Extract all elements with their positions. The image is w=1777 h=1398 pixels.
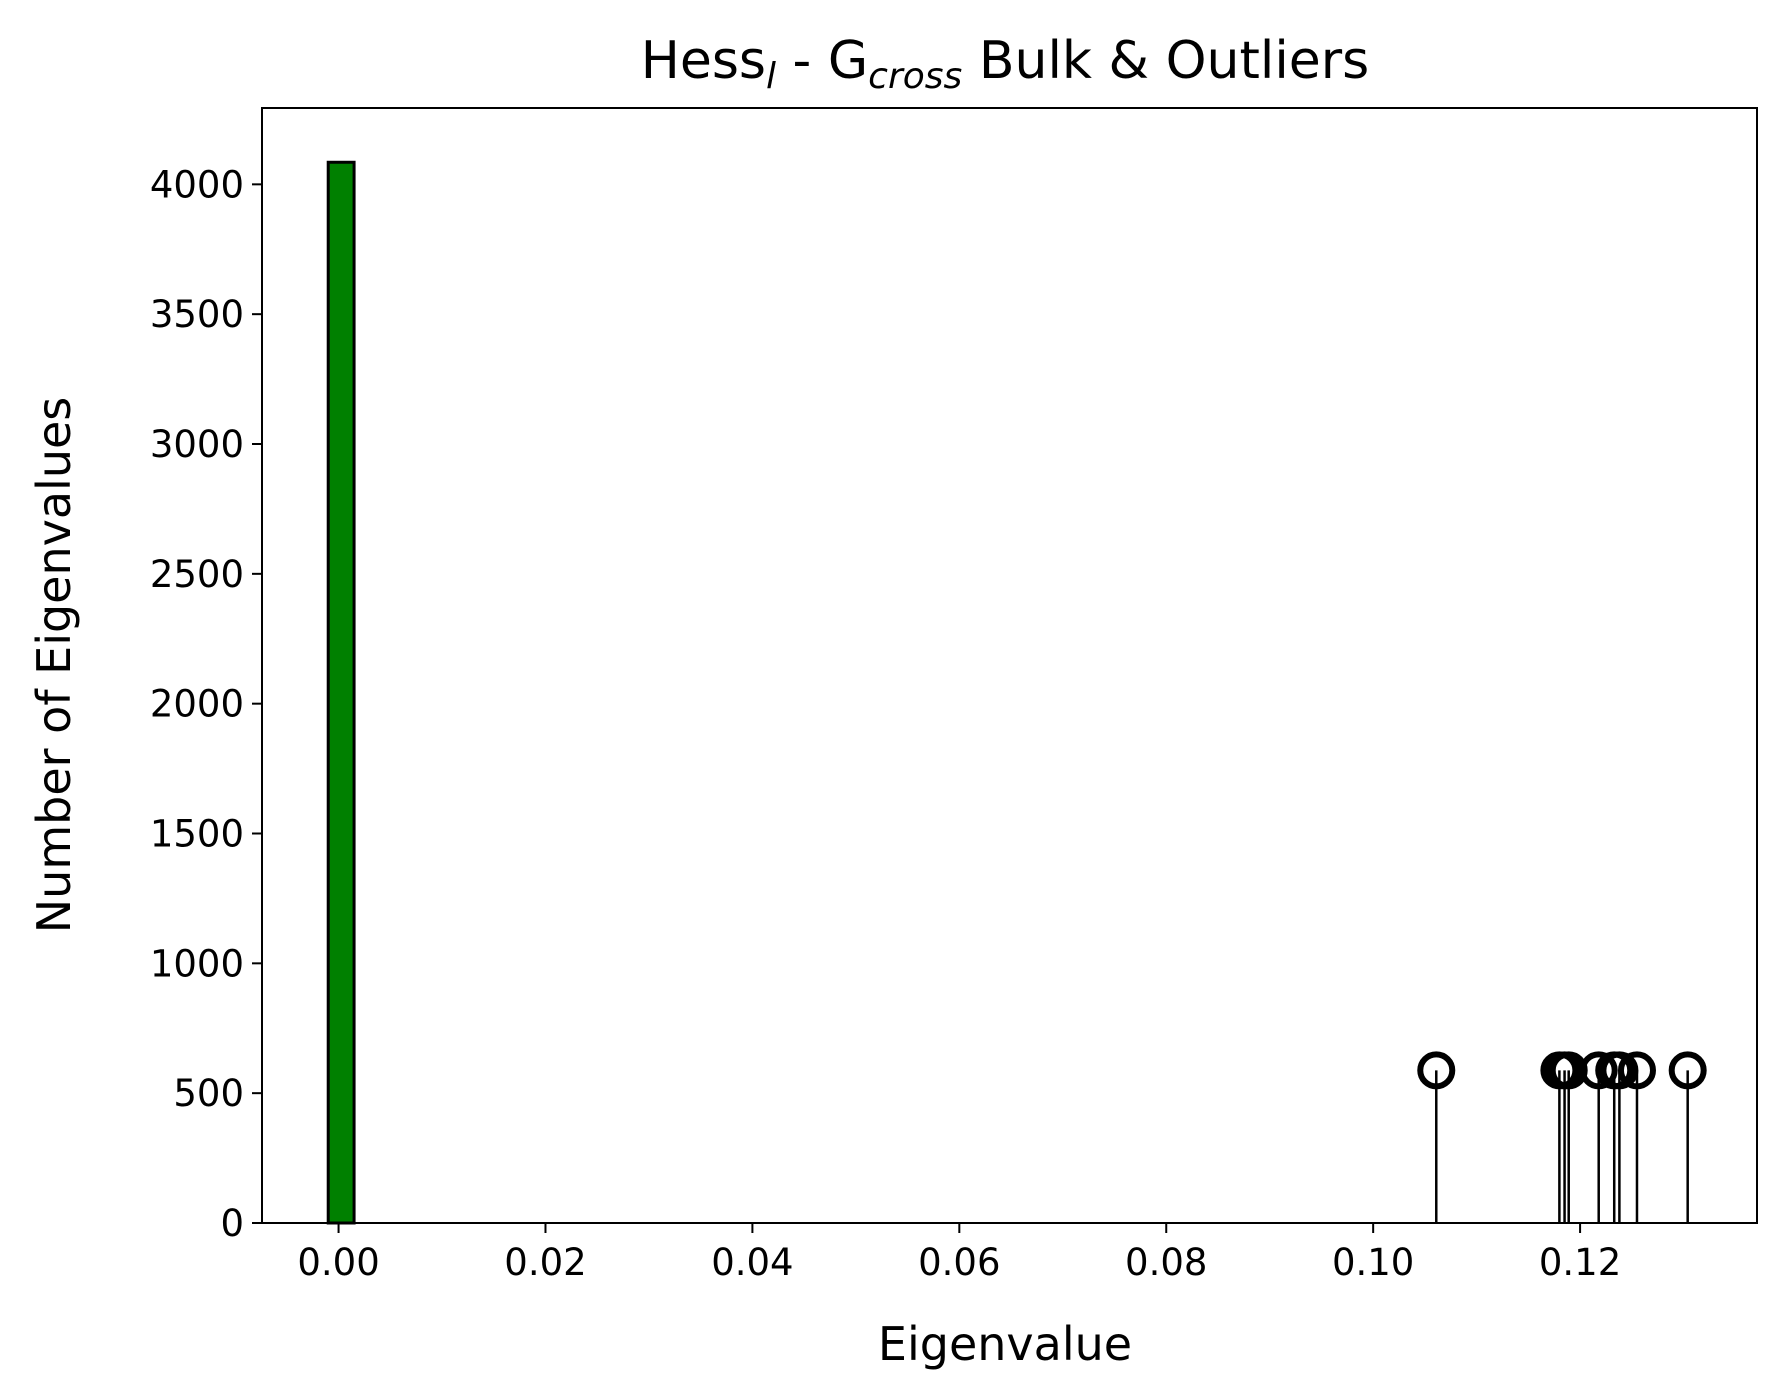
title-part: Bulk & Outliers <box>962 31 1369 91</box>
y-tick-label: 1000 <box>150 942 244 985</box>
x-tick-label: 0.00 <box>297 1241 379 1284</box>
y-tick-label: 500 <box>173 1072 244 1115</box>
outlier-marker <box>1579 1051 1618 1090</box>
outlier-marker <box>1600 1051 1639 1090</box>
outlier-marker <box>1617 1051 1656 1090</box>
x-tick-label: 0.12 <box>1539 1241 1621 1284</box>
axes-frame <box>261 107 1758 1224</box>
y-axis-label: Number of Eigenvalues <box>27 397 81 933</box>
title-part: Hess <box>641 31 766 91</box>
y-tick-label: 2000 <box>150 683 244 726</box>
title-part: - G <box>776 31 868 91</box>
y-tick-label: 2500 <box>150 553 244 596</box>
y-tick-label: 3000 <box>150 423 244 466</box>
bar <box>326 160 356 1225</box>
outlier-marker <box>1417 1051 1456 1090</box>
y-tick-label: 0 <box>220 1202 244 1245</box>
x-tick-label: 0.06 <box>918 1241 1000 1284</box>
title-subscript: cross <box>868 56 962 97</box>
x-tick-label: 0.10 <box>1332 1241 1414 1284</box>
x-tick-label: 0.08 <box>1125 1241 1207 1284</box>
outlier-marker <box>1668 1051 1707 1090</box>
y-tick-label: 4000 <box>150 163 244 206</box>
x-tick-label: 0.02 <box>504 1241 586 1284</box>
x-tick-label: 0.04 <box>711 1241 793 1284</box>
x-axis-label: Eigenvalue <box>878 1317 1132 1371</box>
title-subscript: l <box>766 56 776 97</box>
y-tick-label: 3500 <box>150 293 244 336</box>
y-tick-label: 1500 <box>150 813 244 856</box>
chart-title: Hessl - Gcross Bulk & Outliers <box>641 31 1370 97</box>
